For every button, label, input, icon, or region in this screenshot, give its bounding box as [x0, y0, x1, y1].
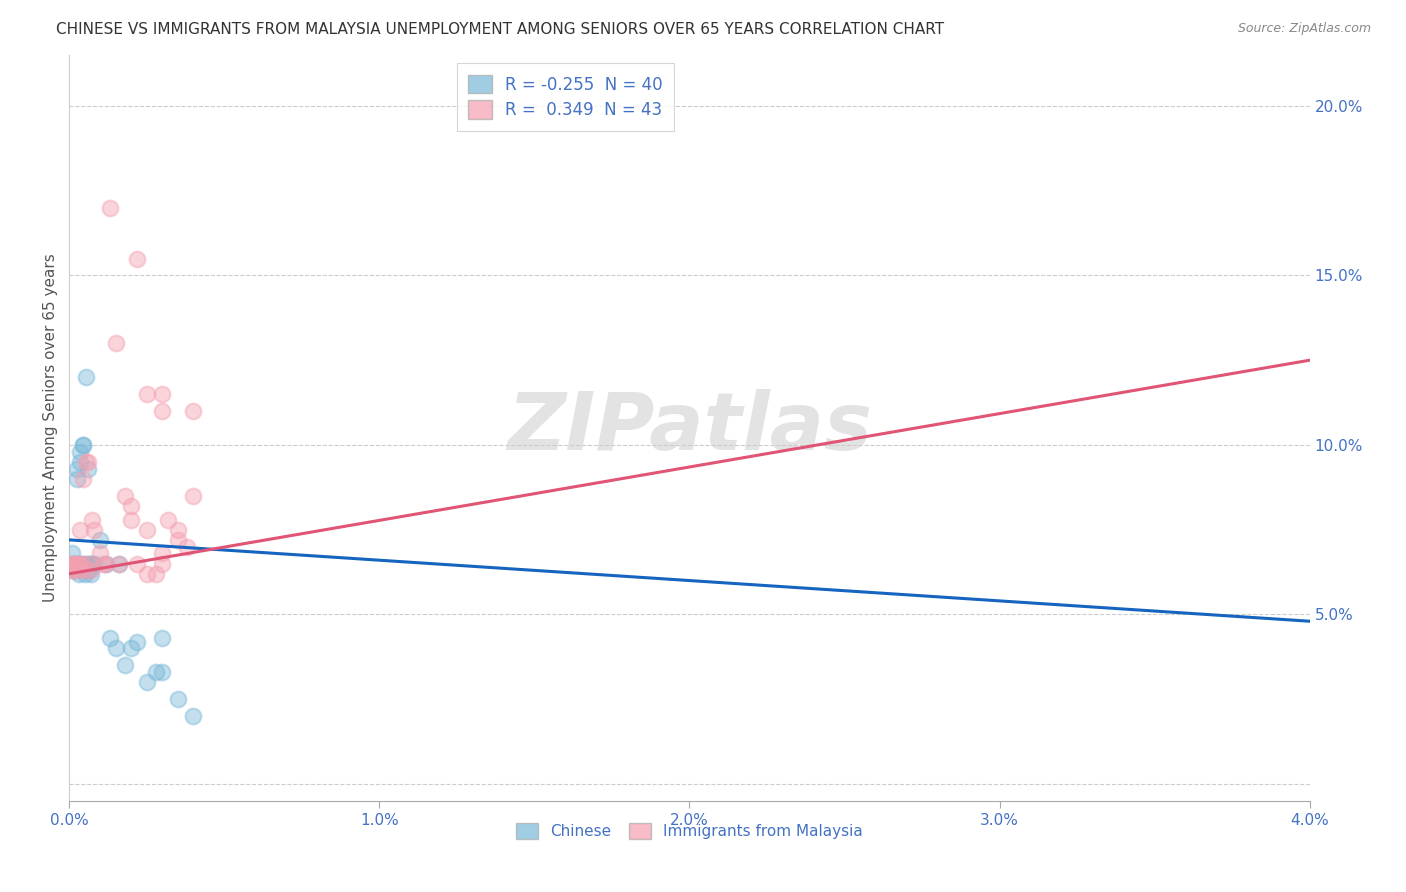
Point	[135, 675, 157, 690]
Point	[80, 566, 103, 581]
Point	[157, 512, 180, 526]
Point	[181, 489, 204, 503]
Point	[72, 438, 94, 452]
Point	[69, 455, 91, 469]
Point	[150, 557, 173, 571]
Point	[72, 438, 94, 452]
Point	[135, 523, 157, 537]
Point	[150, 631, 173, 645]
Point	[145, 566, 167, 581]
Point	[69, 523, 91, 537]
Point	[60, 557, 83, 571]
Point	[150, 665, 173, 679]
Text: Source: ZipAtlas.com: Source: ZipAtlas.com	[1237, 22, 1371, 36]
Point	[65, 557, 87, 571]
Point	[65, 557, 87, 571]
Point	[135, 387, 157, 401]
Point	[76, 461, 98, 475]
Point	[120, 641, 142, 656]
Point	[120, 499, 142, 513]
Point	[63, 557, 86, 571]
Point	[60, 557, 83, 571]
Point	[66, 461, 89, 475]
Point	[67, 566, 90, 581]
Point	[176, 540, 198, 554]
Text: ZIPatlas: ZIPatlas	[508, 389, 872, 467]
Point	[89, 533, 111, 547]
Point	[60, 563, 83, 577]
Point	[93, 557, 115, 571]
Point	[60, 557, 83, 571]
Point	[79, 563, 101, 577]
Point	[96, 557, 118, 571]
Point	[66, 557, 89, 571]
Point	[72, 472, 94, 486]
Point	[65, 563, 87, 577]
Point	[73, 557, 96, 571]
Point	[63, 563, 86, 577]
Point	[145, 665, 167, 679]
Point	[120, 512, 142, 526]
Point	[98, 201, 121, 215]
Point	[70, 557, 93, 571]
Point	[80, 563, 103, 577]
Point	[67, 557, 90, 571]
Point	[70, 557, 93, 571]
Point	[104, 336, 127, 351]
Point	[166, 692, 188, 706]
Point	[166, 523, 188, 537]
Point	[70, 563, 93, 577]
Point	[60, 546, 83, 560]
Point	[114, 489, 136, 503]
Point	[67, 557, 90, 571]
Point	[82, 512, 104, 526]
Point	[75, 370, 97, 384]
Point	[76, 557, 98, 571]
Point	[127, 252, 149, 266]
Point	[66, 472, 89, 486]
Point	[82, 557, 104, 571]
Point	[83, 557, 105, 571]
Point	[96, 557, 118, 571]
Point	[75, 455, 97, 469]
Point	[69, 444, 91, 458]
Legend: Chinese, Immigrants from Malaysia: Chinese, Immigrants from Malaysia	[510, 817, 869, 846]
Point	[150, 546, 173, 560]
Point	[104, 641, 127, 656]
Point	[150, 387, 173, 401]
Point	[127, 557, 149, 571]
Y-axis label: Unemployment Among Seniors over 65 years: Unemployment Among Seniors over 65 years	[44, 253, 58, 602]
Point	[150, 404, 173, 418]
Point	[166, 533, 188, 547]
Point	[181, 709, 204, 723]
Point	[79, 557, 101, 571]
Point	[80, 557, 103, 571]
Point	[89, 546, 111, 560]
Point	[127, 634, 149, 648]
Text: CHINESE VS IMMIGRANTS FROM MALAYSIA UNEMPLOYMENT AMONG SENIORS OVER 65 YEARS COR: CHINESE VS IMMIGRANTS FROM MALAYSIA UNEM…	[56, 22, 945, 37]
Point	[114, 658, 136, 673]
Point	[83, 523, 105, 537]
Point	[67, 563, 90, 577]
Point	[76, 455, 98, 469]
Point	[73, 563, 96, 577]
Point	[108, 557, 131, 571]
Point	[108, 557, 131, 571]
Point	[135, 566, 157, 581]
Point	[98, 631, 121, 645]
Point	[60, 563, 83, 577]
Point	[181, 404, 204, 418]
Point	[73, 566, 96, 581]
